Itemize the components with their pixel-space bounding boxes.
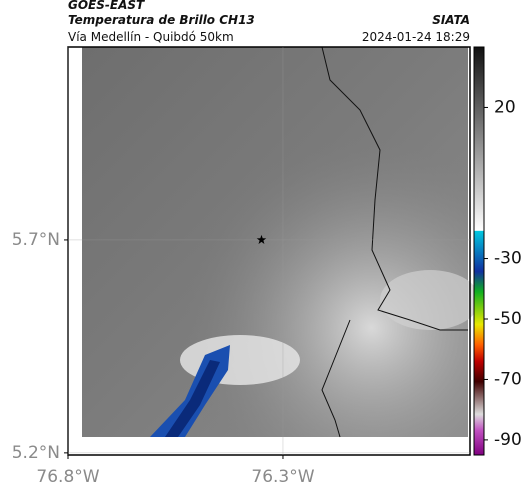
imagery	[82, 46, 480, 438]
source: SIATA	[432, 13, 470, 27]
x-tick-label: 76.8°W	[36, 467, 99, 487]
colorbar	[473, 46, 485, 456]
colorbar-label: -90	[494, 430, 522, 450]
title: GOES-EAST	[68, 0, 145, 12]
timestamp: 2024-01-24 18:29	[362, 30, 470, 44]
colorbar-label: -30	[494, 249, 522, 269]
colorbar-label: -70	[494, 369, 522, 389]
colorbar-label: 20	[494, 97, 516, 117]
subtitle: Temperatura de Brillo CH13	[68, 13, 255, 27]
location-marker	[256, 234, 267, 244]
x-tick-label: 76.3°W	[251, 467, 314, 487]
y-tick-label: 5.7°N	[12, 230, 60, 250]
colorbar-label: -50	[494, 309, 522, 329]
y-tick-label: 5.2°N	[12, 443, 60, 463]
route: Vía Medellín - Quibdó 50km	[68, 30, 234, 44]
